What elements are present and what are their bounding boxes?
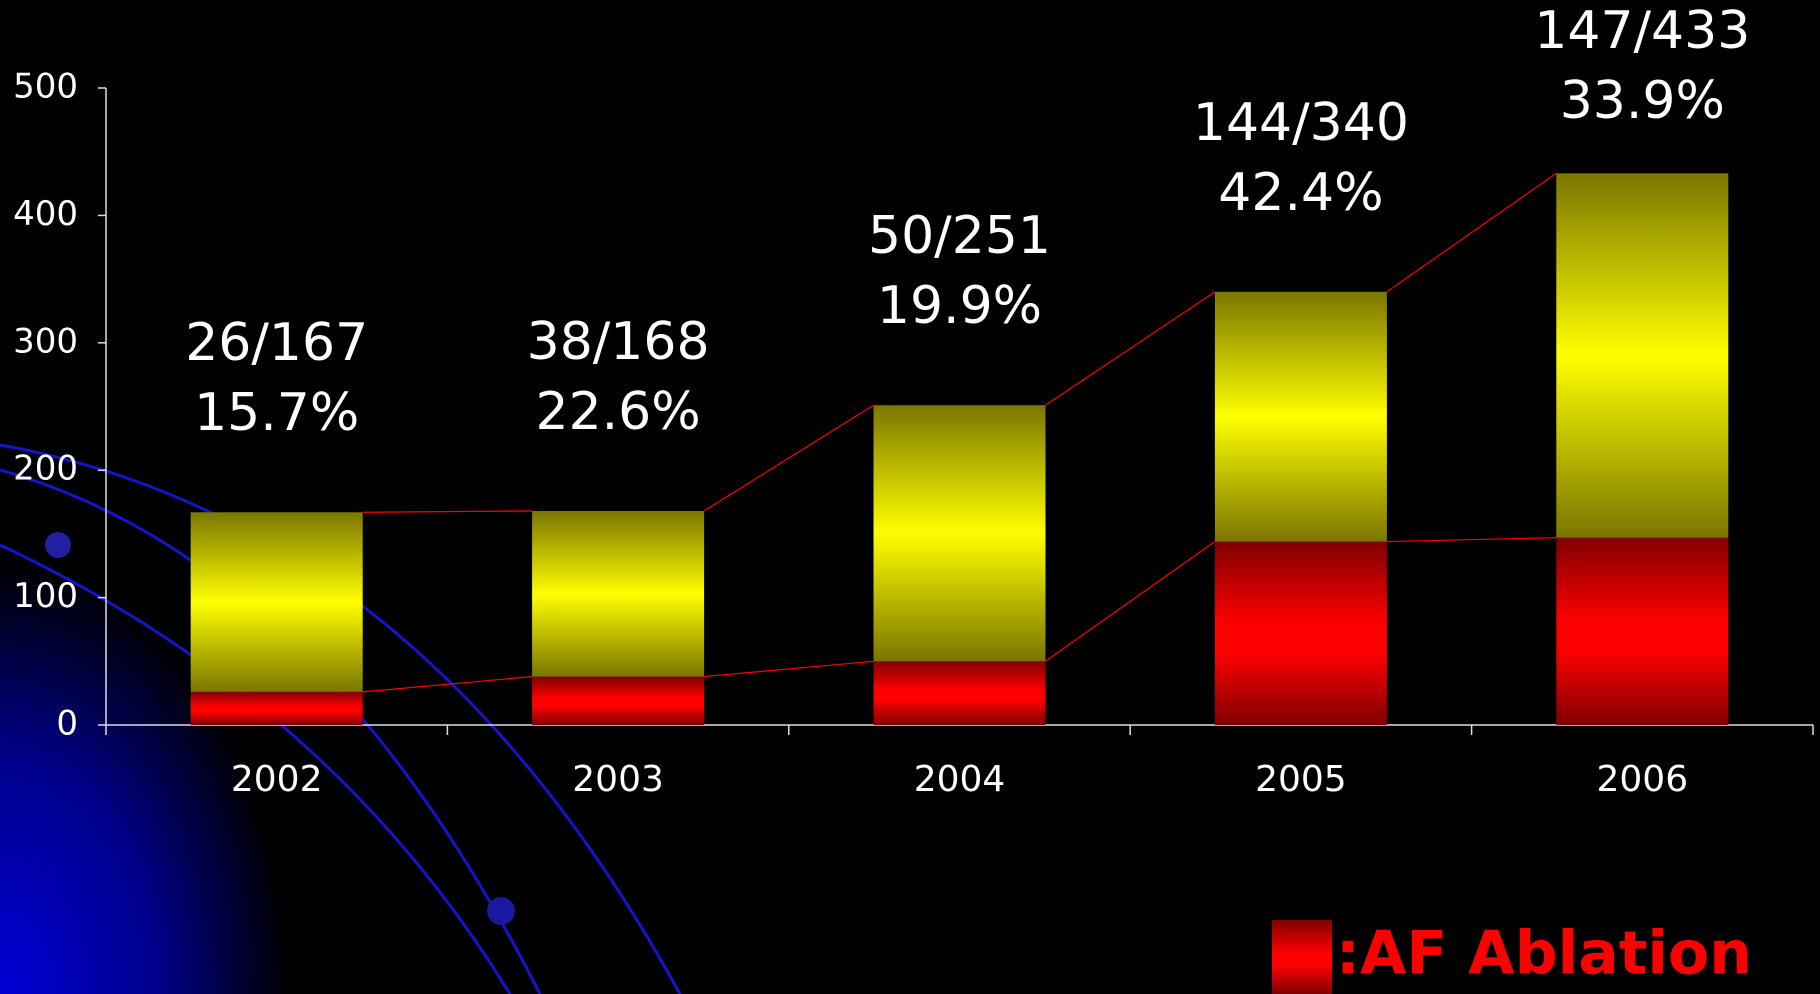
bar-segment [190, 512, 363, 692]
value-label: 33.9% [1560, 71, 1725, 131]
value-label: 19.9% [877, 276, 1042, 336]
value-label: 22.6% [535, 382, 700, 442]
y-tick-label: 300 [13, 321, 78, 361]
connector-line [703, 404, 874, 512]
bar-segment [532, 676, 705, 725]
x-tick-label: 2003 [572, 759, 664, 800]
x-tick-label: 2002 [231, 759, 323, 800]
bar-segment [1556, 173, 1729, 538]
bar-segment [1214, 541, 1387, 725]
connector-line [362, 675, 533, 693]
y-tick-label: 100 [13, 576, 78, 616]
bar-segment [1556, 537, 1729, 725]
legend-swatch [1272, 920, 1332, 994]
bar-segment [873, 661, 1046, 725]
connector-line [362, 510, 533, 513]
value-label: 15.7% [194, 383, 359, 443]
decoration-dot [45, 532, 71, 558]
bar-segment [873, 405, 1046, 662]
decoration-dot [487, 897, 515, 925]
connector-line [704, 660, 874, 678]
value-label: 144/340 [1193, 93, 1409, 153]
connector-line [1386, 172, 1557, 293]
bar-segment [1214, 291, 1387, 542]
connector-line [1386, 537, 1557, 543]
connector-line [1045, 541, 1216, 662]
x-tick-label: 2004 [914, 759, 1006, 800]
value-label: 38/168 [527, 312, 710, 372]
bar-segment [190, 691, 363, 725]
bar-segment [532, 510, 705, 677]
x-tick-label: 2006 [1596, 759, 1688, 800]
y-tick-label: 0 [56, 704, 78, 744]
legend-label: :AF Ablation [1336, 919, 1752, 989]
value-label: 50/251 [868, 206, 1051, 266]
y-tick-label: 400 [13, 194, 78, 234]
value-label: 147/433 [1534, 1, 1750, 61]
y-tick-label: 200 [13, 449, 78, 489]
y-tick-label: 500 [13, 67, 78, 107]
value-label: 26/167 [185, 313, 368, 373]
x-tick-label: 2005 [1255, 759, 1347, 800]
connector-line [1045, 291, 1216, 406]
value-label: 42.4% [1218, 163, 1383, 223]
